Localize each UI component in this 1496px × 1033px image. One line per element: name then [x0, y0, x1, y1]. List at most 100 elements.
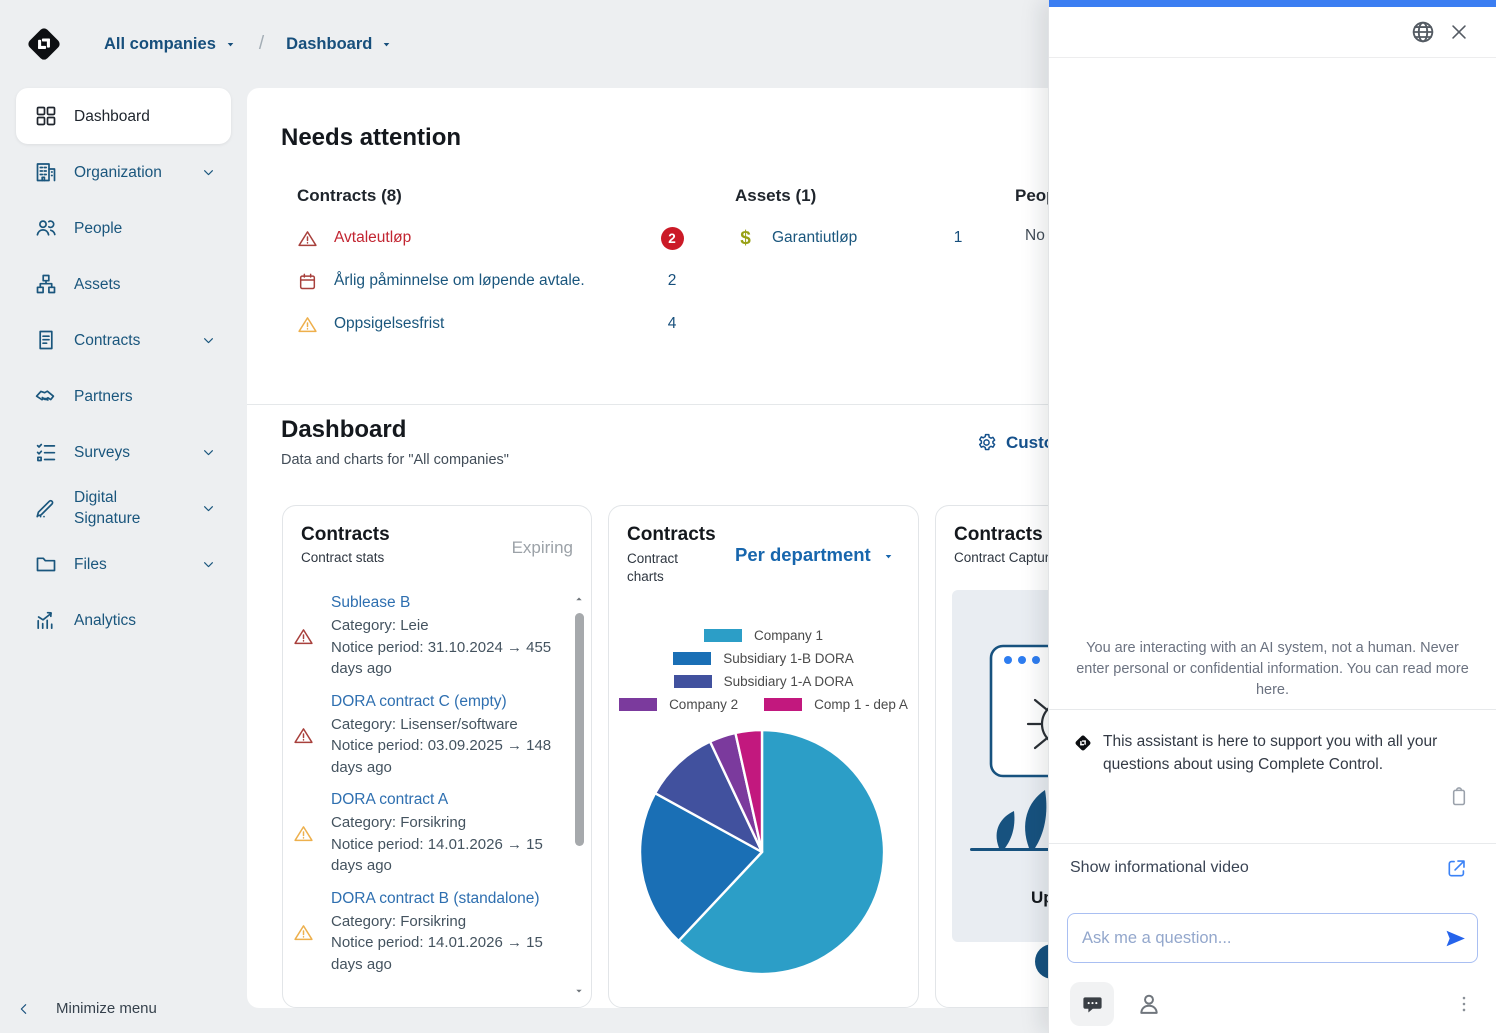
attention-item-label[interactable]: Avtaleutløp — [334, 229, 412, 246]
contract-link[interactable]: Sublease B — [331, 594, 411, 611]
sidebar-item-analytics[interactable]: Analytics — [16, 592, 231, 648]
scroll-up-icon[interactable] — [574, 594, 584, 604]
attention-item[interactable]: Avtaleutløp 2 — [297, 224, 689, 252]
page-selector-label: Dashboard — [286, 34, 373, 53]
expiring-contract-item[interactable]: DORA contract B (standalone) Category: Fo… — [293, 890, 555, 976]
sidebar-item-assets[interactable]: Assets — [16, 256, 231, 312]
attention-item[interactable]: Årlig påminnelse om løpende avtale. 2 — [297, 267, 689, 295]
caret-down-icon — [882, 550, 895, 563]
assistant-footer — [1070, 980, 1475, 1028]
breadcrumb-separator: / — [258, 33, 265, 54]
app-logo[interactable] — [21, 21, 67, 67]
assistant-welcome-message: This assistant is here to support you wi… — [1072, 730, 1468, 776]
contract-category: Category: Forsikring — [331, 912, 467, 930]
card-mode-label: Expiring — [511, 538, 573, 557]
attention-column-title: Contracts (8) — [297, 186, 402, 205]
expiring-contract-item[interactable]: Sublease B Category: Leie Notice period: 3… — [293, 594, 555, 680]
chevron-down-icon — [200, 444, 217, 461]
legend-item: Subsidiary 1-A DORA — [673, 674, 854, 689]
sidebar-item-organization[interactable]: Organization — [16, 144, 231, 200]
scrollbar-thumb[interactable] — [574, 613, 584, 846]
question-input[interactable] — [1067, 913, 1478, 963]
close-icon[interactable] — [1448, 21, 1470, 43]
warning-triangle-icon — [293, 725, 314, 746]
assistant-avatar-logo — [1072, 732, 1094, 754]
chat-tab-button[interactable] — [1070, 982, 1114, 1026]
sidebar-item-label: Files — [74, 555, 107, 573]
card-subtitle: Contract stats — [301, 550, 385, 565]
copy-message-icon[interactable] — [1448, 786, 1470, 808]
card-contracts-charts: Contracts Contract charts Per department… — [608, 505, 919, 1008]
ai-disclaimer-text: You are interacting with an AI system, n… — [1076, 640, 1469, 698]
ground-line — [970, 848, 1106, 851]
handshake-icon — [34, 384, 58, 408]
show-video-row[interactable]: Show informational video — [1049, 843, 1496, 895]
page-selector[interactable]: Dashboard — [286, 35, 393, 54]
attention-column-title: Assets (1) — [735, 186, 817, 205]
sidebar-item-dashboard[interactable]: Dashboard — [16, 88, 231, 144]
legend-item: Company 1 — [703, 628, 823, 643]
card-title: Contracts — [627, 524, 716, 545]
attention-column-title: Peop — [1015, 186, 1057, 205]
expiring-contract-item[interactable]: DORA contract A Category: Forsikring Notic… — [293, 791, 555, 877]
expiring-contract-item[interactable]: DORA contract C (empty) Category: Lisense… — [293, 693, 555, 779]
send-icon[interactable] — [1443, 926, 1468, 951]
show-video-label: Show informational video — [1070, 859, 1249, 876]
contract-link[interactable]: DORA contract B (standalone) — [331, 889, 540, 907]
assistant-header — [1049, 7, 1496, 58]
contract-category: Category: Forsikring — [331, 814, 467, 831]
contract-link[interactable]: DORA contract A — [331, 791, 449, 808]
attention-item[interactable]: $ Garantiutløp 1 — [735, 224, 975, 252]
company-selector[interactable]: All companies — [104, 35, 237, 54]
caret-down-icon — [380, 38, 393, 51]
warning-triangle-icon — [293, 922, 314, 943]
contract-link[interactable]: DORA contract C (empty) — [331, 692, 507, 710]
contract-notice: Notice period: 31.10.2024 → 455 days ago — [331, 638, 552, 678]
attention-column-assets: Assets (1) $ Garantiutløp 1 — [735, 186, 975, 267]
chart-type-dropdown[interactable]: Per department — [735, 544, 895, 566]
pie-legend: Company 1 Subsidiary 1-B DORA Subsidiary 1… — [609, 628, 918, 712]
folder-icon — [34, 552, 58, 576]
attention-rows-assets: $ Garantiutløp 1 — [735, 224, 975, 252]
scrollbar[interactable] — [572, 594, 586, 996]
globe-language-icon[interactable] — [1410, 19, 1436, 45]
legend-label: Subsidiary 1-B DORA — [723, 651, 854, 666]
survey-checklist-icon — [34, 440, 58, 464]
warning-triangle-icon — [293, 823, 314, 844]
assets-hierarchy-icon — [34, 272, 58, 296]
attention-item-label[interactable]: Årlig påminnelse om løpende avtale. — [334, 272, 585, 289]
sidebar-item-label: Digital Signature — [74, 489, 141, 527]
dashboard-grid-icon — [34, 104, 58, 128]
kebab-menu-icon[interactable] — [1453, 993, 1475, 1015]
sidebar-item-label: Assets — [74, 275, 121, 293]
minimize-menu-button[interactable]: Minimize menu — [16, 1000, 157, 1017]
person-tab-icon[interactable] — [1135, 990, 1163, 1018]
analytics-chart-icon — [34, 608, 58, 632]
card-subtitle: Contract Capture — [954, 550, 1057, 565]
attention-column-contracts: Contracts (8) Avtaleutløp 2 Årlig påminnel… — [297, 186, 689, 353]
scroll-down-icon[interactable] — [574, 986, 584, 996]
customize-button[interactable]: Custo — [976, 432, 1054, 453]
calendar-icon — [297, 271, 318, 292]
attention-item[interactable]: Oppsigelsesfrist 4 — [297, 310, 689, 338]
minimize-menu-label: Minimize menu — [56, 1000, 157, 1017]
sidebar-item-surveys[interactable]: Surveys — [16, 424, 231, 480]
dollar-icon: $ — [740, 227, 751, 249]
section-divider — [247, 404, 1496, 405]
sidebar-item-contracts[interactable]: Contracts — [16, 312, 231, 368]
legend-label: Subsidiary 1-A DORA — [723, 674, 854, 689]
legend-swatch — [673, 675, 712, 688]
dashboard-title: Dashboard — [281, 416, 407, 443]
attention-item-label[interactable]: Oppsigelsesfrist — [334, 315, 445, 332]
sidebar-item-partners[interactable]: Partners — [16, 368, 231, 424]
attention-item-label[interactable]: Garantiutløp — [772, 229, 858, 246]
chevron-down-icon — [200, 332, 217, 349]
card-title: Contracts — [954, 524, 1043, 545]
sidebar-item-digital-signature[interactable]: Digital Signature — [16, 480, 231, 536]
contract-category: Category: Leie — [331, 617, 429, 634]
expiring-list: Sublease B Category: Leie Notice period: 3… — [293, 594, 555, 997]
legend-item: Subsidiary 1-B DORA — [673, 651, 854, 666]
sidebar-item-people[interactable]: People — [16, 200, 231, 256]
breadcrumb: All companies / Dashboard — [104, 0, 393, 88]
sidebar-item-files[interactable]: Files — [16, 536, 231, 592]
